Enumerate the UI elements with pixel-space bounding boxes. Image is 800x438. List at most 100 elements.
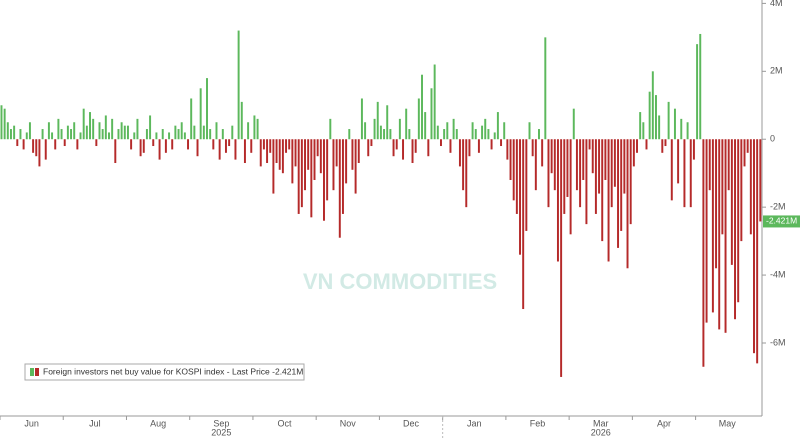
bar [702,139,705,367]
bar [152,139,155,147]
bar [281,139,284,174]
bar [199,88,202,140]
bar [734,139,737,320]
bar [338,139,341,238]
bar [120,122,123,140]
bar [212,139,215,150]
bar [85,125,88,140]
bar [572,108,575,140]
bar [455,129,458,140]
bar [582,139,585,180]
bar [737,139,740,303]
bar [395,139,398,150]
x-tick-label: Sep [213,418,229,428]
bar [746,139,749,153]
y-tick-label: 0 [770,134,775,144]
bar [424,112,427,140]
bar [237,30,240,140]
bar [585,139,588,225]
bar [187,139,190,150]
bar [228,139,231,147]
bar [651,71,654,140]
bar [332,139,335,191]
bar [357,139,360,164]
bar [168,132,171,140]
bar [360,98,363,140]
bar [556,139,559,262]
bar [594,139,597,214]
bar [493,132,496,140]
bar [458,139,461,167]
bar [721,139,724,235]
bar [658,115,661,140]
bar [190,98,193,140]
bar [541,139,544,167]
bar [319,139,322,174]
bar [661,139,664,153]
bar [278,139,281,170]
bar [402,139,405,160]
bar [443,129,446,140]
bar [718,139,721,330]
bar [250,139,253,153]
bar [114,139,117,164]
bar [601,139,604,242]
bar [439,139,442,147]
bar [560,139,563,377]
x-tick-label: Mar [593,418,609,428]
bar [38,139,41,167]
bar [544,37,547,140]
bar [22,139,25,150]
bar [272,139,275,194]
bar [9,129,12,140]
bar [323,139,325,221]
bar [506,139,509,160]
bar [158,139,161,160]
bar [253,115,256,140]
bar [383,129,386,140]
bar [104,115,107,140]
bar [610,139,613,208]
bar [259,139,262,167]
bar [563,139,566,214]
bar [740,139,743,242]
bar [711,139,714,313]
bar [92,118,95,140]
bar [294,139,297,167]
bar [591,139,594,174]
bar [202,125,205,140]
bar [617,139,620,248]
bar [522,139,525,310]
bar [25,132,28,140]
bar [579,139,582,208]
bar [262,139,265,150]
bar [297,139,300,214]
bar [708,139,711,191]
bar [481,125,484,140]
y-tick-label: 2M [770,66,783,76]
legend-swatch [30,368,34,376]
bar [60,129,63,140]
bar [534,139,537,191]
bar [667,101,670,140]
watermark: VN COMMODITIES [303,269,497,294]
y-tick-label: 4M [770,0,783,8]
bar [411,139,414,164]
legend-box [24,363,305,381]
x-tick-label: May [719,418,737,428]
bar [145,129,148,140]
bar [515,139,518,214]
last-price-label: -2.421M [766,216,797,226]
bar [224,139,227,153]
bar [329,118,332,140]
bar [44,139,47,160]
bar [6,122,9,140]
bar [730,139,733,265]
bar [345,139,348,184]
bar [376,101,379,140]
bar [484,118,487,140]
bar [247,122,250,140]
bar [648,91,651,140]
bar [256,118,259,140]
bar [613,139,616,187]
